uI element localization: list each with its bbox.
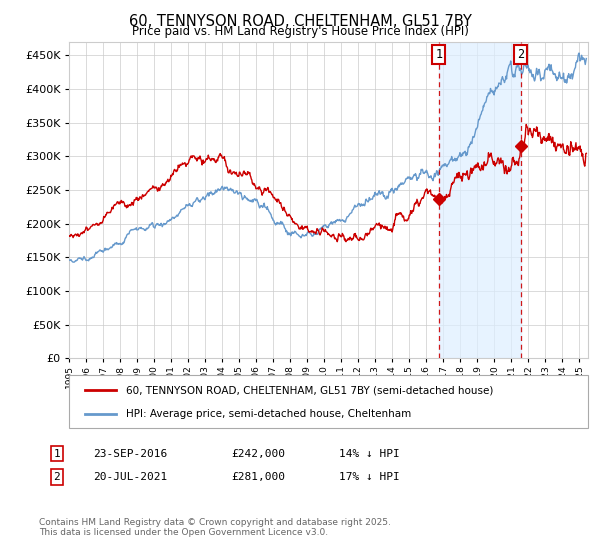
Text: 14% ↓ HPI: 14% ↓ HPI xyxy=(339,449,400,459)
Text: 60, TENNYSON ROAD, CHELTENHAM, GL51 7BY: 60, TENNYSON ROAD, CHELTENHAM, GL51 7BY xyxy=(128,14,472,29)
FancyBboxPatch shape xyxy=(69,375,588,428)
Text: 1: 1 xyxy=(53,449,61,459)
Text: 20-JUL-2021: 20-JUL-2021 xyxy=(93,472,167,482)
Text: 1: 1 xyxy=(435,48,442,60)
Text: 60, TENNYSON ROAD, CHELTENHAM, GL51 7BY (semi-detached house): 60, TENNYSON ROAD, CHELTENHAM, GL51 7BY … xyxy=(126,385,493,395)
Text: 2: 2 xyxy=(53,472,61,482)
Bar xyxy=(439,42,521,358)
Text: Contains HM Land Registry data © Crown copyright and database right 2025.
This d: Contains HM Land Registry data © Crown c… xyxy=(39,518,391,538)
Text: 17% ↓ HPI: 17% ↓ HPI xyxy=(339,472,400,482)
Text: £242,000: £242,000 xyxy=(231,449,285,459)
Text: 2: 2 xyxy=(517,48,524,60)
Text: HPI: Average price, semi-detached house, Cheltenham: HPI: Average price, semi-detached house,… xyxy=(126,408,412,418)
Text: Price paid vs. HM Land Registry's House Price Index (HPI): Price paid vs. HM Land Registry's House … xyxy=(131,25,469,38)
Text: 23-SEP-2016: 23-SEP-2016 xyxy=(93,449,167,459)
Text: £281,000: £281,000 xyxy=(231,472,285,482)
